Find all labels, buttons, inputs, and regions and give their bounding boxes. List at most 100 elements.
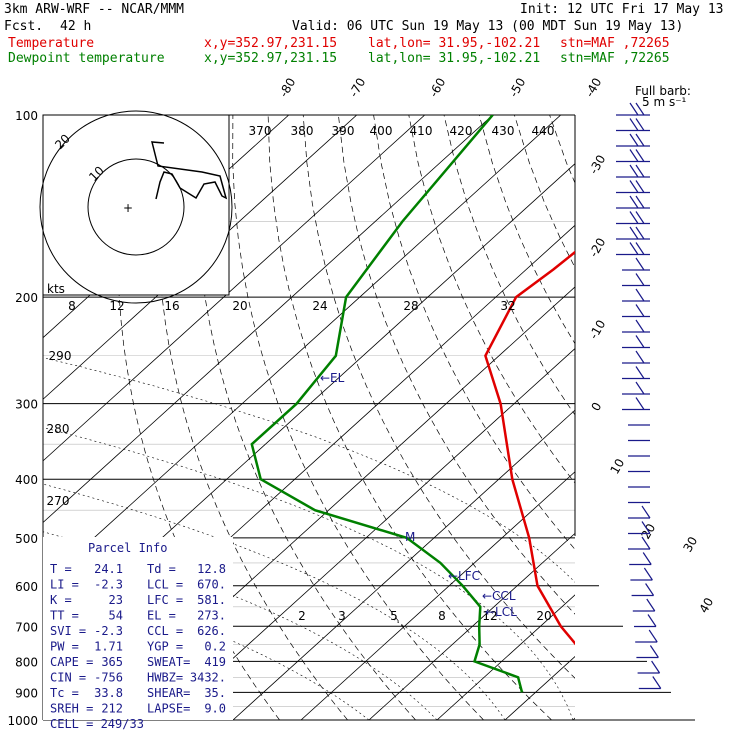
parcel-key: LFC = [147,593,183,607]
parcel-value: 670. [197,578,226,592]
dewpoint-latlon: lat,lon= 31.95,-102.21 [368,51,541,66]
dry-adiabat [338,115,575,615]
wind-barb [616,180,650,194]
parcel-value: 0.2 [204,640,226,654]
pressure-label: 900 [15,686,38,700]
parcel-value: 212 [101,702,123,716]
dry-adiabat [195,115,416,720]
hodograph-speed-label: 20 [232,299,247,313]
wind-barb [637,660,661,674]
forecast-hour: 42 h [60,19,92,34]
pressure-label: 500 [15,532,38,546]
wind-barb [634,614,657,628]
isotherm-label: 10 [607,456,627,476]
mixing-ratio-label: 2 [298,609,306,623]
isotherm-label: -20 [586,236,608,260]
isotherm-line [709,115,740,720]
dry-adiabat [655,115,740,720]
isotherm-label: -50 [506,76,528,100]
parcel-info-panel: Parcel Info T = 24.1 Td = 12.8 LI = -2.3 LCL = 6… [43,537,233,731]
isotherm-line [232,409,575,720]
isotherm-line [504,656,575,720]
isotherm-line [572,717,575,720]
dry-adiabat [302,115,575,679]
wind-barb [622,335,650,349]
dry-adiabat [514,115,575,269]
dry-adiabat [443,115,575,416]
wind-barb [622,397,650,411]
isotherm-line [43,115,358,400]
dewpoint-station: stn=MAF ,72265 [560,51,670,66]
isotherm-label: -70 [346,76,368,100]
isotherm-label: -30 [586,153,608,177]
hodograph-center: + [123,201,133,215]
theta-label: 290 [49,349,72,363]
pressure-label: 800 [15,655,38,669]
isotherm-line [368,532,575,720]
theta-label: 370 [249,124,272,138]
valid-time: Valid: 06 UTC Sun 19 May 13 (00 MDT Sun … [292,19,684,34]
pressure-label: 300 [15,398,38,412]
wind-barb [628,505,651,519]
temperature-profile [484,250,575,646]
parcel-panel-bg [43,537,233,720]
dry-adiabat [156,115,348,720]
hodograph-frame [42,114,230,296]
wind-barb [628,521,651,535]
theta-label: 380 [291,124,314,138]
wind-barb [622,381,650,395]
hodograph-speed-label: 12 [109,299,124,313]
wind-barb [616,133,650,147]
wind-barb [616,118,650,132]
parcel-value: 54 [109,609,123,623]
hodograph-speed-label: 28 [403,299,418,313]
temperature-xy: x,y=352.97,231.15 [204,36,338,51]
parcel-value: -2.3 [94,578,123,592]
parcel-value: 23 [109,593,123,607]
pressure-label: 200 [15,291,38,305]
parcel-value: 24.1 [94,562,123,576]
dry-adiabat [549,115,575,184]
wind-barb [638,676,662,690]
barb-key-units: 5 m s⁻¹ [642,95,687,109]
wind-barb [616,102,650,116]
annotation-el: ←EL [320,371,345,385]
wind-barb [629,552,652,566]
parcel-cell: CELL = 249/33 [50,717,144,731]
dry-adiabat [373,115,575,550]
isotherm-line [43,115,494,524]
wind-barb [635,629,658,643]
wind-barb [628,536,651,550]
mixing-ratio-label: 8 [438,609,446,623]
annotation-lcl: ←LCL [485,605,517,619]
temperature-legend: Temperature [8,36,95,51]
dry-adiabat [232,115,484,720]
theta-label: 420 [450,124,473,138]
theta-label: 430 [492,124,515,138]
parcel-key: CAPE = [50,655,93,669]
dry-adiabat [408,115,575,484]
parcel-key: Tc = [50,686,79,700]
isotherm-label: -60 [426,76,448,100]
parcel-key: LI = [50,578,79,592]
parcel-value: 365 [101,655,123,669]
mixing-ratio-label: 5 [390,609,398,623]
dry-adiabat [267,115,552,720]
pressure-label: 1000 [7,714,38,728]
theta-label: 280 [47,422,70,436]
hodograph-trace [151,141,228,200]
dewpoint-legend: Dewpoint temperature [8,51,165,66]
mixing-ratio-label: 12 [482,609,497,623]
parcel-key: LCL = [147,578,183,592]
dry-adiabat [478,115,575,345]
hodograph-speed-label: 32 [500,299,515,313]
wind-barb [616,164,650,178]
wind-barbs [616,102,662,690]
parcel-value: 581. [197,593,226,607]
wind-barb [616,195,650,209]
theta-label: 440 [532,124,555,138]
hodograph-speed-label: 8 [68,299,76,313]
isotherm-label: 0 [588,400,604,414]
isotherm-line [164,347,575,720]
